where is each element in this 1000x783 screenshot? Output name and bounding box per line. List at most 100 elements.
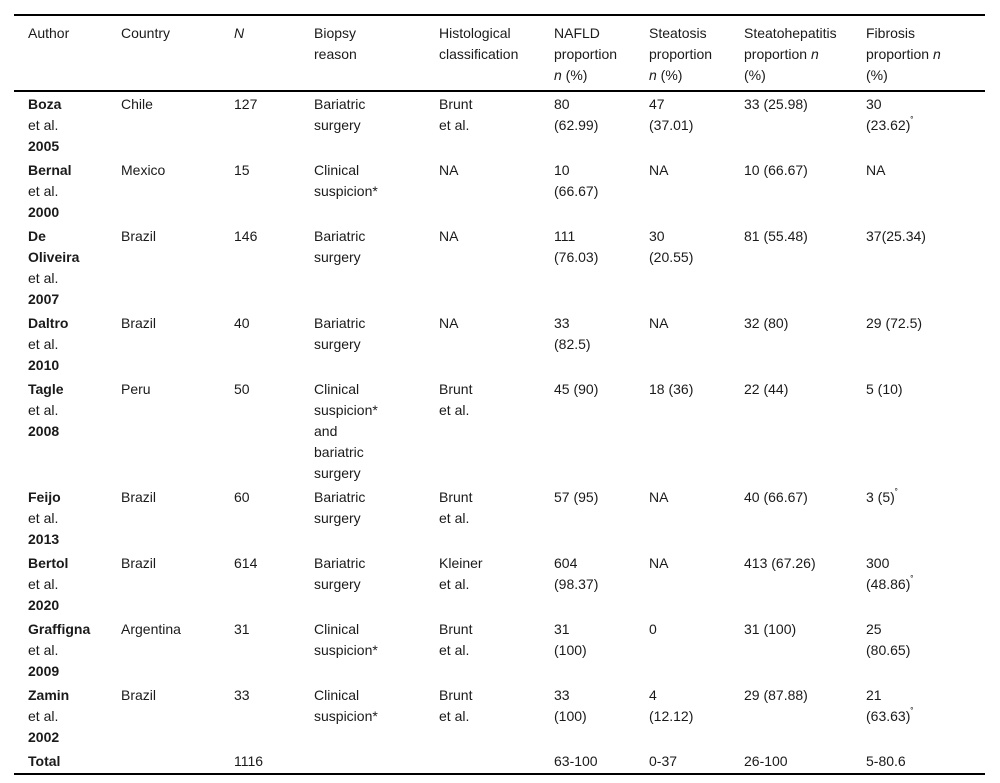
table-cell: 4 (12.12) [649,687,694,724]
table-row: Graffigna et al. 2009 Argentina 31 Clinical su… [14,617,985,683]
table-cell: Bernal et al. 2000 [28,162,72,220]
table-cell: 33 (100) [554,687,587,724]
table-cell: 25 (80.65) [866,621,911,658]
table-cell: 5-80.6 [866,753,906,769]
table-cell: Argentina [121,621,181,637]
table-cell: Boza et al. 2005 [28,96,62,154]
table-cell: Daltro et al. 2010 [28,315,69,373]
table-cell: 604 (98.37) [554,555,599,592]
table-cell: 81 (55.48) [744,228,808,244]
table-cell: 21 (63.63)˚ [866,687,914,724]
table-cell: 10 (66.67) [554,162,599,199]
table-cell: 22 (44) [744,381,789,397]
table-cell: 413 (67.26) [744,555,816,571]
table-cell: 32 (80) [744,315,789,331]
table-cell: NA [439,162,459,178]
table-cell: Brunt et al. [439,687,473,724]
table-cell: Brazil [121,687,157,703]
table-cell: 26-100 [744,753,788,769]
table-cell: 40 (66.67) [744,489,808,505]
column-header-8: Steatohepatitis proportion n (%) [744,15,866,92]
table-cell: 33 [234,687,250,703]
table-cell: 614 [234,555,258,571]
table-cell [439,749,554,774]
table-header-row: Author Country N Biopsy reason Histological cl… [14,15,985,92]
table-cell: 10 (66.67) [744,162,808,178]
table-cell: NA [649,489,669,505]
table-row: Boza et al. 2005 Chile 127 Bariatric surgery Br… [14,91,985,158]
table-cell: 300 (48.86)˚ [866,555,914,592]
table-cell: Brunt et al. [439,96,473,133]
table-row: Bernal et al. 2000 Mexico 15 Clinical suspicio… [14,158,985,224]
table-cell: 29 (72.5) [866,315,923,331]
table-cell: Brazil [121,555,157,571]
table-cell: 33 (25.98) [744,96,808,112]
table-cell: 30 (23.62)˚ [866,96,914,133]
table-cell: Bariatric surgery [314,315,366,352]
table-cell: Graffigna et al. 2009 [28,621,91,679]
table-cell: 18 (36) [649,381,694,397]
table-cell: Brazil [121,489,157,505]
table-cell: 31 (100) [554,621,587,658]
table-cell: 0-37 [649,753,678,769]
column-header-1: Author [14,15,121,92]
table-row: Feijo et al. 2013 Brazil 60 Bariatric surgery B… [14,485,985,551]
table-cell: 57 (95) [554,489,599,505]
table-cell: 50 [234,381,250,397]
column-header-3: N [234,15,314,92]
column-header-4: Biopsy reason [314,15,439,92]
table-cell: Bariatric surgery [314,555,366,592]
table-cell: 60 [234,489,250,505]
studies-table: Author Country N Biopsy reason Histological cl… [14,14,985,775]
table-cell: 0 [649,621,657,637]
table-cell: 29 (87.88) [744,687,808,703]
table-cell: Brunt et al. [439,621,473,658]
table-cell: Bariatric surgery [314,228,366,265]
table-row: Daltro et al. 2010 Brazil 40 Bariatric surgery… [14,311,985,377]
table-cell: 47 (37.01) [649,96,694,133]
table-cell: De Oliveira et al. 2007 [28,228,80,307]
table-cell: Brunt et al. [439,489,473,526]
table-cell: 30 (20.55) [649,228,694,265]
table-cell: Bertol et al. 2020 [28,555,69,613]
table-cell: 146 [234,228,258,244]
table-cell: 37(25.34) [866,228,926,244]
table-row: De Oliveira et al. 2007 Brazil 146 Bariatric su… [14,224,985,311]
table-cell: Brazil [121,228,157,244]
column-header-2: Country [121,15,234,92]
table-cell: 31 (100) [744,621,797,637]
table-cell: NA [866,162,886,178]
table-cell: Clinical suspicion* [314,687,378,724]
table-cell [121,749,234,774]
table-cell: 127 [234,96,258,112]
table-cell: NA [439,228,459,244]
table-cell: 5 (10) [866,381,903,397]
table-cell [314,749,439,774]
table-cell: 111 (76.03) [554,228,599,265]
table-cell: Feijo et al. 2013 [28,489,61,547]
table-row: Tagle et al. 2008 Peru 50 Clinical suspicion* a… [14,377,985,485]
table-cell: 3 (5)˚ [866,488,899,505]
table-cell: 63-100 [554,753,598,769]
table-cell: 15 [234,162,250,178]
table-cell: NA [649,162,669,178]
column-header-5: Histological classification [439,15,554,92]
table-cell: 31 [234,621,250,637]
column-header-7: Steatosis proportion n (%) [649,15,744,92]
table-cell: Brazil [121,315,157,331]
table-cell: Bariatric surgery [314,489,366,526]
table-cell: 45 (90) [554,381,599,397]
table-cell: Total [28,753,61,769]
table-cell: Chile [121,96,153,112]
table-cell: Mexico [121,162,166,178]
table-cell: Clinical suspicion* and bariatric surgery [314,381,378,481]
table-cell: Peru [121,381,151,397]
table-cell: Brunt et al. [439,381,473,418]
table-cell: Tagle et al. 2008 [28,381,64,439]
table-cell: Zamin et al. 2002 [28,687,70,745]
table-cell: 1116 [234,753,264,769]
table-row: Bertol et al. 2020 Brazil 614 Bariatric surger… [14,551,985,617]
table-cell: NA [439,315,459,331]
table-row: Zamin et al. 2002 Brazil 33 Clinical suspicion… [14,683,985,749]
